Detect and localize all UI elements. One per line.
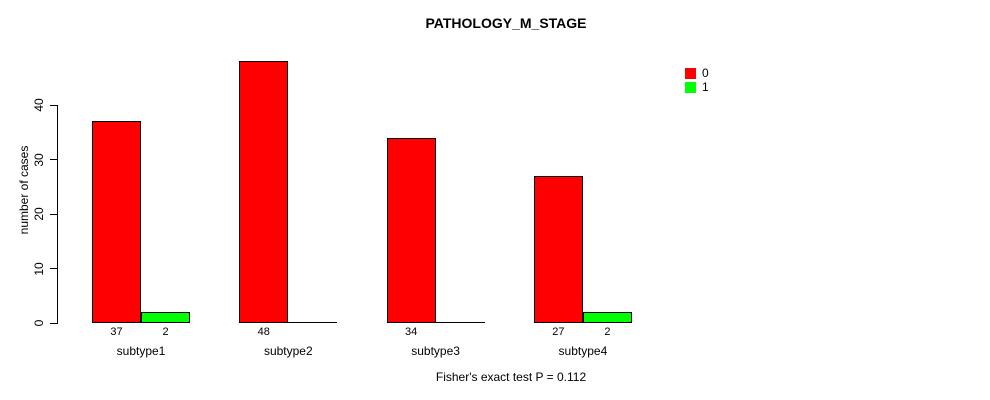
bar-value-label: 27 bbox=[552, 326, 565, 338]
y-tick-0 bbox=[50, 322, 58, 324]
x-category-label-subtype4: subtype4 bbox=[558, 344, 608, 358]
bar-series1-subtype4 bbox=[582, 312, 632, 323]
legend-item-0: 0 bbox=[685, 66, 709, 80]
bar-value-label: 2 bbox=[604, 326, 611, 338]
y-tick-10 bbox=[50, 268, 58, 269]
y-tick-label: 0 bbox=[32, 319, 46, 327]
y-tick-30 bbox=[50, 159, 58, 160]
y-axis-line bbox=[57, 105, 58, 324]
y-tick-40 bbox=[50, 104, 58, 106]
x-category-label-subtype2: subtype2 bbox=[263, 344, 313, 358]
legend-label: 1 bbox=[702, 80, 709, 94]
chart-title: PATHOLOGY_M_STAGE bbox=[425, 15, 587, 31]
bar-series1-subtype1 bbox=[141, 312, 190, 323]
bar-series1-subtype3 bbox=[435, 322, 485, 323]
legend: 0 1 bbox=[685, 66, 709, 94]
bar-value-label: 37 bbox=[110, 326, 123, 338]
y-tick-label: 10 bbox=[32, 261, 46, 276]
y-tick-label: 30 bbox=[32, 152, 46, 167]
x-category-label-subtype1: subtype1 bbox=[116, 344, 166, 358]
bar-value-label: 48 bbox=[257, 326, 270, 338]
legend-swatch-green bbox=[685, 81, 696, 93]
annotation-text: Fisher's exact test P = 0.112 bbox=[435, 370, 587, 384]
bar-series0-subtype1 bbox=[92, 121, 141, 323]
bar-series0-subtype3 bbox=[386, 138, 436, 323]
legend-swatch-red bbox=[685, 67, 696, 79]
legend-item-1: 1 bbox=[685, 80, 709, 94]
y-tick-20 bbox=[50, 213, 58, 215]
y-axis-label: number of cases bbox=[17, 145, 31, 235]
y-tick-label: 40 bbox=[32, 98, 46, 112]
bar-series1-subtype2 bbox=[288, 322, 338, 323]
y-tick-label: 20 bbox=[32, 207, 46, 221]
bar-series0-subtype2 bbox=[239, 61, 289, 323]
bar-value-label: 34 bbox=[404, 326, 418, 338]
legend-label: 0 bbox=[702, 66, 709, 80]
x-category-label-subtype3: subtype3 bbox=[411, 344, 460, 358]
bar-series0-subtype4 bbox=[533, 176, 583, 323]
bar-value-label: 2 bbox=[162, 326, 169, 338]
